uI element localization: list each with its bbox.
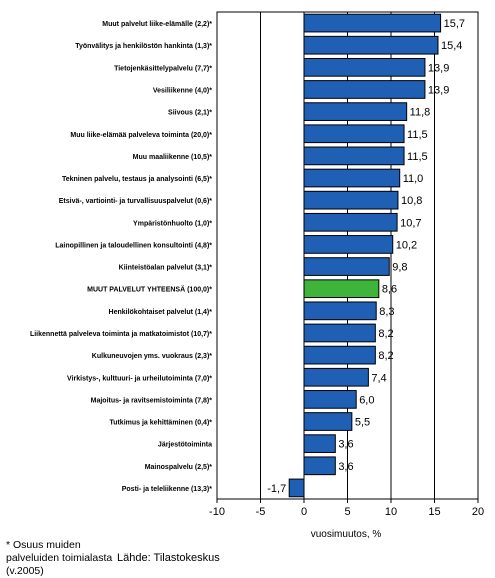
x-tick-label: -5 xyxy=(256,506,266,518)
category-label: Tietojenkäsittelypalvelu (7,7)* xyxy=(114,65,212,72)
bar xyxy=(303,190,399,210)
value-label: 5,5 xyxy=(355,417,370,429)
category-label: Tutkimus ja kehittäminen (0,4)* xyxy=(109,420,212,427)
x-tick-label: 0 xyxy=(301,506,307,518)
x-tick-label: -10 xyxy=(209,506,225,518)
value-label: 8,2 xyxy=(378,350,393,362)
category-label: Muu maaliikenne (10,5)* xyxy=(133,154,213,161)
footnote: * Osuus muiden palveluiden toimialasta (… xyxy=(6,539,113,577)
category-label: Tekninen palvelu, testaus ja analysointi… xyxy=(62,176,212,183)
value-label: 11,5 xyxy=(407,129,428,141)
value-label: 11,5 xyxy=(407,151,428,163)
value-labels: 15,7 15,4 13,9 13,9 11,8 11,5 11,5 11,0 10,8 10,7… xyxy=(267,18,465,495)
category-label: Liikennettä palveleva toiminta ja matkat… xyxy=(30,331,212,338)
category-label: Kiinteistöalan palvelut (3,1)* xyxy=(119,265,213,272)
x-tick-label: 10 xyxy=(385,506,397,518)
bar xyxy=(303,301,377,321)
value-label: 3,6 xyxy=(338,439,353,451)
bar xyxy=(303,212,398,232)
x-axis-ticks: -10 -5 0 5 10 15 20 xyxy=(209,499,484,518)
x-tick-label: 5 xyxy=(344,506,350,518)
bar xyxy=(288,478,305,498)
category-label: Etsivä-, vartiointi- ja turvallisuuspalv… xyxy=(59,198,213,205)
value-label: 15,4 xyxy=(441,40,462,52)
value-label: 10,2 xyxy=(396,239,417,251)
bar xyxy=(303,124,405,144)
x-tick-label: 15 xyxy=(428,506,440,518)
category-label: Muut palvelut liike-elämälle (2,2)* xyxy=(102,21,212,28)
category-label: Lainopillinen ja taloudellinen konsultoi… xyxy=(55,242,212,249)
x-tick-label: 20 xyxy=(472,506,484,518)
bar xyxy=(303,35,439,55)
bar xyxy=(303,390,357,409)
value-label: 3,6 xyxy=(338,461,353,473)
bar xyxy=(303,235,394,254)
category-label: Vesiliikenne (4,0)* xyxy=(153,87,212,94)
x-axis-label: vuosimuutos, % xyxy=(311,529,382,540)
value-label: 8,6 xyxy=(382,284,397,296)
category-label: Virkistys-, kulttuuri- ja urheilutoimint… xyxy=(67,375,212,382)
bar xyxy=(303,146,405,166)
value-label: 13,9 xyxy=(428,84,449,96)
value-label: 7,4 xyxy=(371,372,386,384)
bar xyxy=(303,168,401,188)
category-label: Kulkuneuvojen yms. vuokraus (2,3)* xyxy=(92,353,212,360)
bar xyxy=(303,13,442,33)
bar xyxy=(303,279,380,299)
bar xyxy=(303,323,376,343)
category-label: Posti- ja teleliikenne (13,3)* xyxy=(122,486,213,493)
value-label: 8,3 xyxy=(379,306,394,318)
category-label: Majoitus- ja ravitsemistoiminta (7,8)* xyxy=(91,397,213,404)
category-label: Muu liike-elämää palveleva toiminta (20,… xyxy=(70,132,212,139)
value-label: 10,8 xyxy=(401,195,422,207)
value-label: 10,7 xyxy=(400,217,421,229)
category-labels: Muut palvelut liike-elämälle (2,2)* Työnv… xyxy=(30,21,212,493)
source-note: Lähde: Tilastokeskus xyxy=(117,552,220,564)
bars xyxy=(288,13,442,498)
bar xyxy=(303,456,336,476)
value-label: 11,0 xyxy=(403,173,424,185)
bar xyxy=(303,257,390,276)
value-label: 15,7 xyxy=(444,18,465,30)
bar xyxy=(303,80,426,99)
value-label: 9,8 xyxy=(392,262,407,274)
category-label: Siivous (2,1)* xyxy=(168,110,212,117)
bar xyxy=(303,102,408,121)
category-label: Ympäristönhuolto (1,0)* xyxy=(133,220,212,227)
bar xyxy=(303,345,376,365)
value-label: 6,0 xyxy=(359,394,374,406)
value-label: 8,2 xyxy=(378,328,393,340)
category-label: Mainospalvelu (2,5)* xyxy=(145,464,213,471)
category-label: Henkilökohtaiset palvelut (1,4)* xyxy=(109,309,213,316)
category-label: MUUT PALVELUT YHTEENSÄ (100,0)* xyxy=(87,286,212,294)
bar xyxy=(303,434,336,454)
category-label: Järjestötoiminta xyxy=(158,442,212,449)
category-label: Työnvälitys ja henkilöstön hankinta (1,3… xyxy=(75,43,212,50)
value-label: -1,7 xyxy=(267,483,286,495)
bar xyxy=(303,412,353,431)
value-label: 13,9 xyxy=(428,62,449,74)
bar xyxy=(303,57,426,77)
value-label: 11,8 xyxy=(410,107,431,119)
bar xyxy=(303,367,369,387)
